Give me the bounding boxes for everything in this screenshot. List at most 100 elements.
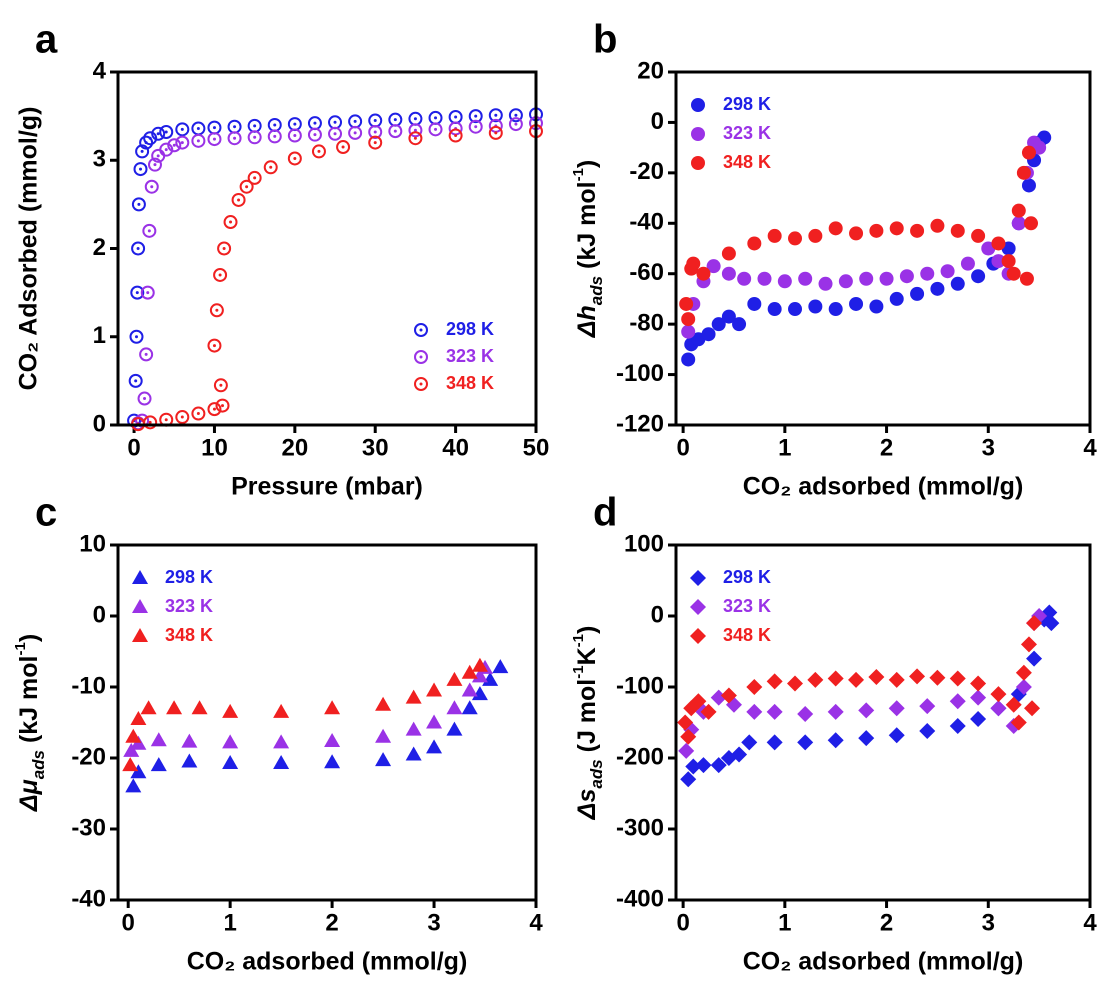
marker-ring <box>368 125 383 140</box>
marker <box>151 126 166 141</box>
marker-ring <box>133 162 148 177</box>
marker <box>1021 145 1036 160</box>
legend-marker <box>414 350 428 364</box>
marker <box>720 687 737 704</box>
marker <box>267 129 282 144</box>
y-axis-label: CO₂ Adsorbed (mmol/g) <box>15 107 43 391</box>
panel-label: c <box>35 491 57 535</box>
marker-ring <box>135 413 150 428</box>
marker <box>1024 700 1041 717</box>
marker <box>1001 254 1016 269</box>
marker-dot <box>393 129 397 133</box>
marker <box>859 271 874 286</box>
marker <box>191 406 206 421</box>
y-tick-label: 10 <box>79 530 106 557</box>
marker-ring <box>388 124 403 139</box>
label-part: ads <box>587 276 606 305</box>
label-part: ) <box>573 626 601 634</box>
x-tick-label: 40 <box>442 434 469 461</box>
marker <box>135 144 150 159</box>
marker <box>721 309 736 324</box>
marker <box>777 274 792 289</box>
marker <box>1016 165 1031 180</box>
marker <box>680 728 697 745</box>
marker <box>910 223 925 238</box>
marker-ring <box>488 108 503 123</box>
marker <box>888 671 905 688</box>
marker-dot <box>153 163 157 167</box>
marker <box>508 108 523 123</box>
marker <box>125 778 142 793</box>
marker <box>990 700 1007 717</box>
marker <box>737 271 752 286</box>
y-axis-label: Δsads (J mol-1K-1) <box>570 626 606 821</box>
marker <box>1005 696 1022 713</box>
marker-ring <box>336 140 351 155</box>
marker-ring <box>408 131 423 146</box>
marker <box>446 671 463 686</box>
x-axis-label: Pressure (mbar) <box>231 473 423 501</box>
marker-ring <box>128 373 143 388</box>
marker <box>679 296 694 311</box>
marker <box>1024 216 1039 231</box>
y-tick-label: -300 <box>616 814 664 841</box>
marker <box>140 700 157 715</box>
marker <box>247 118 262 133</box>
axes-frame <box>116 70 538 427</box>
marker-ring <box>231 192 246 207</box>
marker-dot <box>373 130 377 134</box>
marker <box>766 673 783 690</box>
marker-dot <box>137 202 141 206</box>
marker <box>701 327 716 342</box>
x-tick-label: 4 <box>1083 909 1097 936</box>
legend-label: 298 K <box>723 567 771 587</box>
legend-label: 298 K <box>723 94 771 114</box>
panel: b 0 1 2 3 4 -120 -100 -80 -60 -40 -20 0 20 CO₂ adsorbe… <box>570 18 1097 501</box>
marker <box>849 296 864 311</box>
marker <box>307 127 322 142</box>
marker-dot <box>134 335 138 339</box>
marker <box>328 115 343 130</box>
marker-dot <box>333 120 337 124</box>
y-tick-label: -80 <box>629 309 664 336</box>
marker <box>858 730 875 747</box>
label-part: ) <box>15 634 43 642</box>
y-tick-label: 20 <box>637 57 664 84</box>
legend-marker <box>691 127 705 141</box>
marker <box>166 700 183 715</box>
panel-label: a <box>35 18 58 62</box>
marker-dot <box>313 121 317 125</box>
marker-ring <box>215 398 230 413</box>
marker-ring <box>239 179 254 194</box>
marker <box>950 223 965 238</box>
marker-ring <box>175 410 190 425</box>
marker <box>482 671 499 686</box>
marker <box>231 192 246 207</box>
marker <box>324 754 341 769</box>
marker-ring <box>414 377 428 391</box>
marker <box>191 700 208 715</box>
marker-dot <box>156 154 160 158</box>
legend-marker <box>132 628 148 642</box>
marker <box>766 734 783 751</box>
marker-dot <box>419 355 423 359</box>
marker <box>191 121 206 136</box>
marker <box>130 735 147 750</box>
marker <box>273 703 290 718</box>
marker <box>307 116 322 131</box>
marker <box>207 132 222 147</box>
marker-dot <box>136 247 140 250</box>
marker-dot <box>218 273 222 277</box>
marker-dot <box>164 418 168 422</box>
marker-dot <box>221 404 224 408</box>
y-tick-label: 3 <box>93 146 106 173</box>
marker <box>1019 271 1034 286</box>
marker-dot <box>146 291 150 295</box>
label-part: Δs <box>573 789 601 821</box>
marker-dot <box>164 148 168 152</box>
marker-dot <box>434 127 438 131</box>
y-tick-label: -40 <box>629 209 664 236</box>
marker-ring <box>408 123 423 138</box>
marker-dot <box>474 114 478 118</box>
y-tick-label: -10 <box>71 672 106 699</box>
